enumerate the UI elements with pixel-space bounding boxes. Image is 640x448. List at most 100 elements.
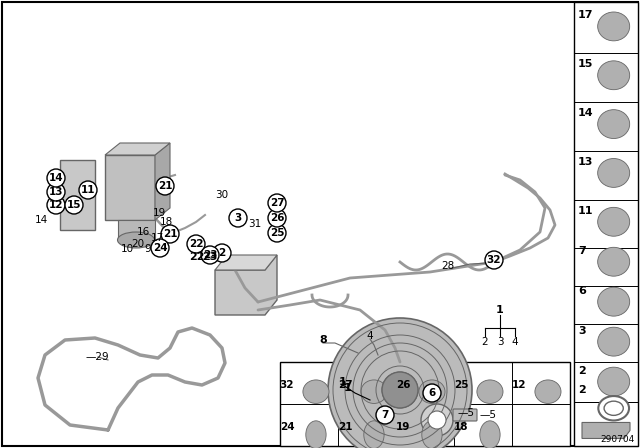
Text: 21: 21 [338,422,352,432]
Circle shape [201,246,219,264]
Circle shape [423,384,441,402]
Text: 13: 13 [49,187,63,197]
Ellipse shape [480,421,500,448]
Text: 22: 22 [189,239,204,249]
Ellipse shape [598,159,630,187]
Ellipse shape [598,207,630,236]
Text: 3: 3 [497,337,503,347]
Circle shape [187,235,205,253]
Circle shape [376,406,394,424]
Text: 9: 9 [145,244,151,254]
Text: 3: 3 [578,326,586,336]
Text: 7: 7 [578,246,586,256]
Circle shape [47,196,65,214]
Circle shape [268,224,286,242]
Circle shape [161,225,179,243]
Text: 2: 2 [218,248,226,258]
Text: 19: 19 [396,422,410,432]
Circle shape [47,183,65,201]
Text: 24: 24 [280,422,294,432]
Circle shape [268,194,286,212]
Ellipse shape [477,380,503,404]
Circle shape [328,318,472,448]
FancyBboxPatch shape [453,409,477,421]
Text: —5: —5 [480,410,497,420]
Text: 1: 1 [496,305,504,315]
Text: 8: 8 [319,335,327,345]
Bar [574,2,638,446]
Circle shape [229,209,247,227]
Text: 21: 21 [157,181,172,191]
Text: 17: 17 [578,10,593,21]
Text: 12: 12 [512,380,526,390]
Polygon shape [215,255,277,315]
Text: 15: 15 [67,200,81,210]
Text: 32: 32 [487,255,501,265]
Polygon shape [60,160,95,230]
Text: 28: 28 [442,261,454,271]
Text: 4: 4 [367,331,373,341]
Ellipse shape [364,421,384,448]
Text: —29: —29 [85,352,109,362]
Circle shape [65,196,83,214]
Ellipse shape [303,380,329,404]
Text: 290704: 290704 [601,435,635,444]
Ellipse shape [361,380,387,404]
Text: 15: 15 [578,59,593,69]
Ellipse shape [598,287,630,316]
Text: 7: 7 [381,410,388,420]
Circle shape [428,411,446,429]
Text: 25: 25 [454,380,468,390]
Circle shape [213,244,231,262]
Text: 2: 2 [482,337,488,347]
Ellipse shape [598,327,630,356]
Text: 26: 26 [396,380,410,390]
Text: 16: 16 [136,227,150,237]
Text: 32: 32 [280,380,294,390]
Ellipse shape [306,421,326,448]
Text: 25: 25 [269,228,284,238]
Ellipse shape [598,61,630,90]
Text: 2: 2 [578,366,586,375]
Polygon shape [105,143,170,155]
Text: 4: 4 [512,337,518,347]
Text: 26: 26 [269,213,284,223]
Text: 24: 24 [153,243,167,253]
Text: 18: 18 [159,217,173,227]
Text: 11: 11 [578,206,593,216]
Text: 20: 20 [131,239,145,249]
Text: 17: 17 [150,233,164,243]
Ellipse shape [598,367,630,396]
Text: 1: 1 [344,383,352,393]
Polygon shape [582,422,630,439]
Ellipse shape [118,232,154,248]
Circle shape [485,251,503,269]
Bar [280,362,570,446]
Circle shape [156,177,174,195]
Ellipse shape [598,110,630,138]
Text: 12: 12 [49,200,63,210]
Circle shape [268,209,286,227]
Text: 30: 30 [216,190,228,200]
Circle shape [79,181,97,199]
Text: 27: 27 [269,198,284,208]
Text: 6: 6 [578,286,586,296]
Text: 13: 13 [578,157,593,167]
Text: 2: 2 [578,385,586,395]
Circle shape [382,372,418,408]
Text: 11: 11 [81,185,95,195]
Text: 14: 14 [578,108,594,118]
Text: 14: 14 [35,215,47,225]
Text: 23: 23 [202,252,218,262]
Text: 22: 22 [189,252,205,262]
Text: 18: 18 [454,422,468,432]
Text: 31: 31 [248,219,262,229]
Ellipse shape [419,380,445,404]
Text: —5: —5 [457,408,474,418]
Text: 21: 21 [163,229,177,239]
Polygon shape [215,255,277,270]
Polygon shape [105,155,155,220]
Text: 14: 14 [49,173,63,183]
Polygon shape [155,143,170,220]
Ellipse shape [598,12,630,41]
